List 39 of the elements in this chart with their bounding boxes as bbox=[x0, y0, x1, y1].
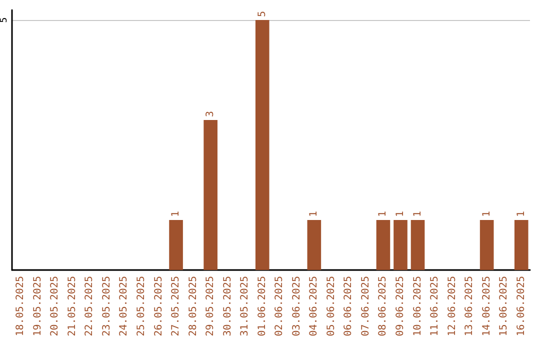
x-tick-label: 28.05.2025 bbox=[188, 276, 199, 336]
x-tick-label: 05.06.2025 bbox=[326, 276, 337, 336]
x-tick-label: 08.06.2025 bbox=[378, 276, 389, 336]
x-tick-label: 20.05.2025 bbox=[50, 276, 61, 336]
x-tick-label: 22.05.2025 bbox=[84, 276, 96, 336]
data-label: 1 bbox=[308, 210, 320, 217]
x-tick-label: 06.06.2025 bbox=[343, 276, 354, 336]
data-label: 3 bbox=[205, 110, 216, 117]
x-tick-label: 11.06.2025 bbox=[430, 276, 441, 336]
x-tick-label: 18.05.2025 bbox=[15, 276, 26, 336]
x-tick-label: 04.06.2025 bbox=[308, 276, 320, 336]
data-label: 1 bbox=[378, 210, 389, 217]
x-tick-label: 27.05.2025 bbox=[170, 276, 182, 336]
x-tick-label: 16.06.2025 bbox=[516, 276, 527, 336]
x-tick-label: 12.06.2025 bbox=[446, 276, 458, 336]
x-tick-label: 13.06.2025 bbox=[464, 276, 476, 336]
x-tick-label: 09.06.2025 bbox=[395, 276, 406, 336]
x-tick-label: 10.06.2025 bbox=[412, 276, 424, 336]
data-label: 5 bbox=[256, 10, 268, 17]
x-tick-label: 19.05.2025 bbox=[32, 276, 44, 336]
x-tick-label: 02.06.2025 bbox=[274, 276, 286, 336]
x-tick-label: 29.05.2025 bbox=[205, 276, 216, 336]
data-label: 1 bbox=[481, 210, 492, 217]
x-tick-label: 21.05.2025 bbox=[66, 276, 78, 336]
data-label: 1 bbox=[395, 210, 406, 217]
data-label: 1 bbox=[516, 210, 527, 217]
data-label: 1 bbox=[170, 210, 182, 217]
data-label: 1 bbox=[412, 210, 424, 217]
x-tick-label: 23.05.2025 bbox=[101, 276, 112, 336]
x-tick-label: 15.06.2025 bbox=[498, 276, 510, 336]
x-tick-label: 01.06.2025 bbox=[256, 276, 268, 336]
x-tick-label: 26.05.2025 bbox=[153, 276, 164, 336]
x-tick-label: 30.05.2025 bbox=[222, 276, 234, 336]
x-tick-label: 03.06.2025 bbox=[291, 276, 302, 336]
x-tick-label: 25.05.2025 bbox=[136, 276, 147, 336]
x-tick-label: 14.06.2025 bbox=[481, 276, 492, 336]
x-tick-label: 07.06.2025 bbox=[360, 276, 372, 336]
x-tick-label: 31.05.2025 bbox=[240, 276, 251, 336]
x-tick-label: 24.05.2025 bbox=[118, 276, 130, 336]
